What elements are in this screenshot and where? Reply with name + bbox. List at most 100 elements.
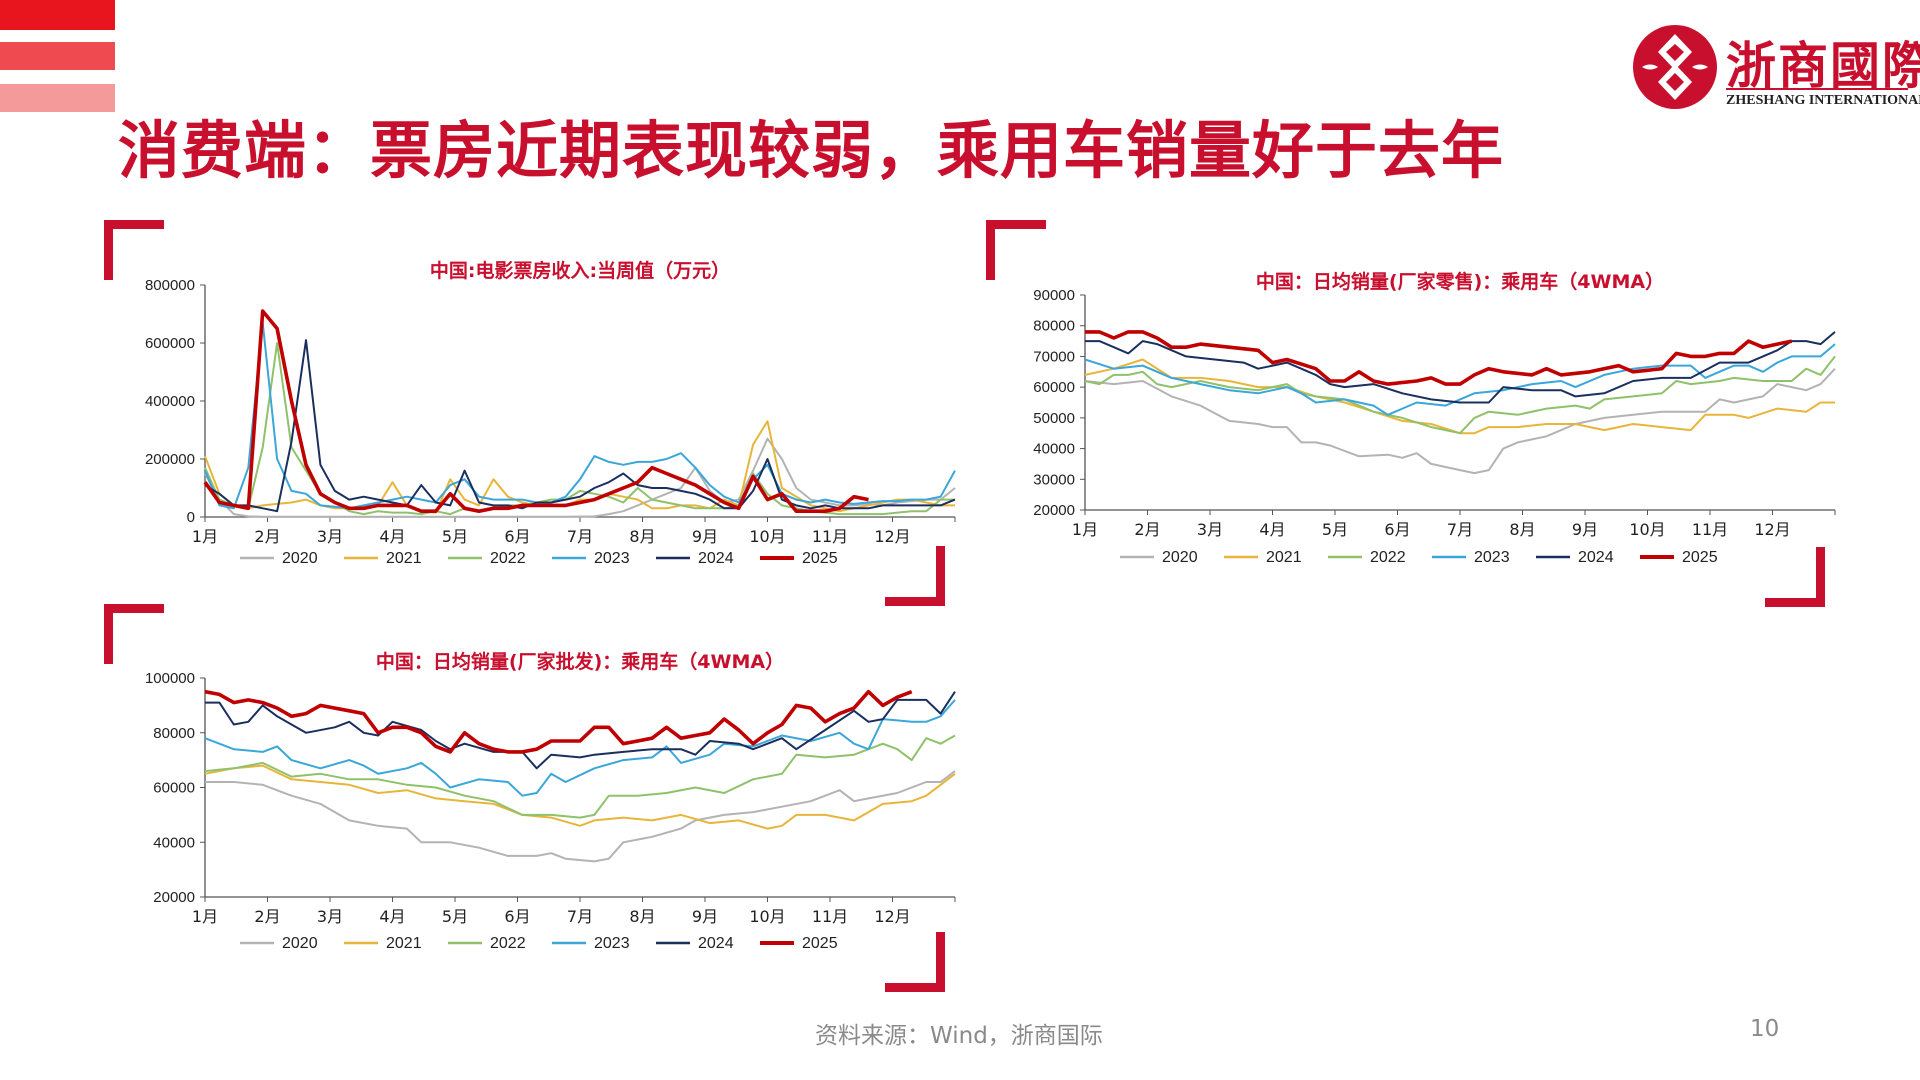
series-line-2024: [1085, 331, 1836, 404]
x-tick-label: 7月: [567, 527, 593, 546]
series-line-2020: [204, 437, 956, 518]
decor-bar-3: [0, 84, 115, 112]
series-line-2023: [204, 699, 956, 797]
y-tick-label: 90000: [1033, 287, 1075, 304]
series-line-2021: [204, 764, 956, 830]
x-tick-label: 10月: [1629, 520, 1665, 539]
x-tick-label: 11月: [812, 527, 848, 546]
chart-retail-sales-svg: 中国：日均销量(厂家零售)：乘用车（4WMA） 20000 30000 40000 50…: [1033, 270, 1836, 566]
series-line-2024: [204, 339, 956, 513]
series-line-2023: [1084, 343, 1836, 416]
zheshang-emblem-icon: [1633, 25, 1717, 109]
y-tick-label: 40000: [1033, 441, 1075, 458]
series-line-2021: [1084, 358, 1835, 435]
y-tick-label: 30000: [1033, 471, 1075, 488]
chart-title: 中国:电影票房收入:当周值（万元）: [430, 259, 730, 282]
bracket-top-left-1: [104, 220, 164, 280]
y-tick-label: 60000: [153, 780, 195, 797]
legend-label-2025: 2025: [802, 935, 838, 952]
y-tick-label: 20000: [1033, 502, 1075, 519]
y-tick-label: 100000: [145, 670, 195, 687]
bracket-bottom-right-1: [885, 546, 945, 606]
series-line-2020: [1084, 368, 1836, 475]
series-line-2022: [204, 734, 956, 819]
series-line-2025: [1085, 330, 1793, 386]
page-number: 10: [1750, 1016, 1780, 1042]
y-tick-label: 600000: [145, 335, 195, 352]
legend-label-2022: 2022: [1370, 549, 1406, 566]
legend-label-2020: 2020: [282, 935, 318, 952]
chart-box-office: 中国:电影票房收入:当周值（万元） 0 200000 400000 600000 8000…: [110, 255, 970, 580]
x-tick-label: 10月: [749, 907, 785, 926]
series-line-2020: [205, 770, 956, 863]
x-tick-label: 3月: [1197, 520, 1223, 539]
x-tick-label: 8月: [1509, 520, 1535, 539]
legend-label-2021: 2021: [1266, 549, 1302, 566]
logo-name-en: ZHESHANG INTERNATIONAL: [1726, 93, 1920, 108]
legend-label-2023: 2023: [594, 550, 630, 567]
x-tick-label: 7月: [567, 907, 593, 926]
y-tick-label: 80000: [1033, 318, 1075, 335]
legend-label-2021: 2021: [386, 935, 422, 952]
legend-label-2020: 2020: [282, 550, 318, 567]
legend-label-2022: 2022: [490, 935, 526, 952]
bracket-top-left-2: [986, 220, 1046, 280]
x-tick-label: 3月: [317, 527, 343, 546]
legend-label-2023: 2023: [594, 935, 630, 952]
x-tick-label: 5月: [1322, 520, 1348, 539]
decor-bar-2: [0, 42, 115, 70]
x-tick-label: 12月: [1754, 520, 1790, 539]
y-tick-label: 60000: [1033, 379, 1075, 396]
legend-label-2020: 2020: [1162, 549, 1198, 566]
series-line-2023: [204, 321, 956, 510]
logo-name-cn: 浙商國際: [1726, 36, 1920, 95]
x-tick-label: 9月: [692, 527, 718, 546]
chart-title: 中国：日均销量(厂家零售)：乘用车（4WMA）: [1256, 270, 1664, 293]
x-tick-label: 6月: [1384, 520, 1410, 539]
series-line-2022: [1084, 355, 1836, 435]
x-tick-label: 1月: [1072, 520, 1098, 539]
legend-label-2025: 2025: [802, 550, 838, 567]
y-tick-label: 0: [187, 509, 195, 526]
x-tick-label: 5月: [442, 907, 468, 926]
x-tick-label: 9月: [1572, 520, 1598, 539]
y-tick-label: 400000: [145, 393, 195, 410]
chart-retail-sales: 中国：日均销量(厂家零售)：乘用车（4WMA） 20000 30000 40000 50…: [990, 260, 1850, 580]
page-title: 消费端：票房近期表现较弱，乘用车销量好于去年: [118, 114, 1505, 187]
legend-label-2021: 2021: [386, 550, 422, 567]
legend-label-2023: 2023: [1474, 549, 1510, 566]
y-tick-label: 50000: [1033, 410, 1075, 427]
legend-label-2024: 2024: [698, 935, 734, 952]
series-line-2025: [204, 689, 913, 754]
bracket-bottom-right-3: [885, 932, 945, 992]
x-tick-label: 6月: [504, 907, 530, 926]
decor-bar-1: [0, 0, 115, 30]
x-tick-label: 3月: [317, 907, 343, 926]
logo-divider: [1726, 88, 1908, 90]
x-tick-label: 12月: [874, 907, 910, 926]
x-tick-label: 7月: [1447, 520, 1473, 539]
x-tick-label: 2月: [254, 907, 280, 926]
x-tick-label: 12月: [874, 527, 910, 546]
legend-label-2024: 2024: [698, 550, 734, 567]
y-tick-label: 70000: [1033, 348, 1075, 365]
chart-wholesale-sales: 中国：日均销量(厂家批发)：乘用车（4WMA） 20000 40000 60000 80…: [110, 640, 970, 965]
chart-title: 中国：日均销量(厂家批发)：乘用车（4WMA）: [376, 650, 784, 673]
x-tick-label: 11月: [1692, 520, 1728, 539]
x-tick-label: 9月: [692, 907, 718, 926]
x-tick-label: 2月: [1134, 520, 1160, 539]
chart-box-office-svg: 中国:电影票房收入:当周值（万元） 0 200000 400000 600000 8000…: [145, 259, 956, 567]
x-tick-label: 10月: [749, 527, 785, 546]
source-note: 资料来源：Wind，浙商国际: [815, 1023, 1103, 1049]
y-tick-label: 200000: [145, 451, 195, 468]
y-tick-label: 20000: [153, 889, 195, 906]
x-tick-label: 4月: [379, 527, 405, 546]
series-line-2024: [205, 691, 956, 770]
legend-label-2022: 2022: [490, 550, 526, 567]
bracket-bottom-right-2: [1765, 547, 1825, 607]
x-tick-label: 4月: [1259, 520, 1285, 539]
y-tick-label: 800000: [145, 277, 195, 294]
legend-label-2025: 2025: [1682, 549, 1718, 566]
series-line-2025: [203, 309, 869, 514]
x-tick-label: 11月: [812, 907, 848, 926]
